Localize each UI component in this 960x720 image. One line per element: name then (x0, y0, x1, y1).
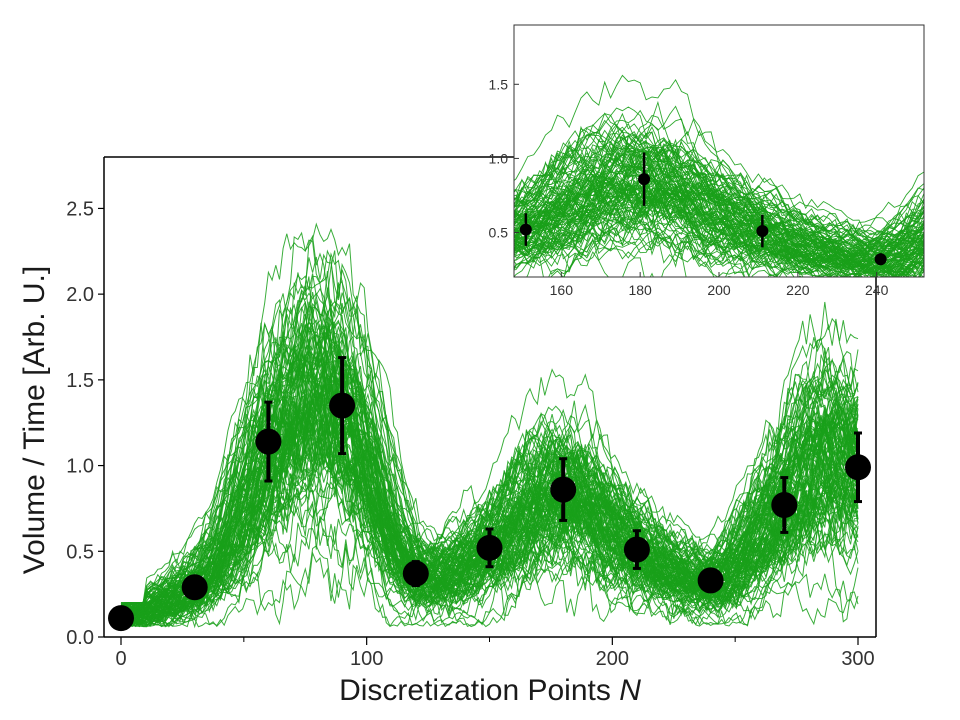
inset-trace-line (548, 251, 803, 277)
inset-trace-line (514, 148, 924, 250)
trace-line (120, 497, 859, 628)
trace-line (120, 451, 859, 628)
inset-trace-line (514, 136, 924, 256)
inset-x-tick-label: 200 (707, 282, 731, 298)
data-point (550, 476, 577, 503)
data-point (329, 392, 356, 419)
inset-plot: 160 180 200 220 240 0.5 1.0 1.5 (489, 24, 925, 298)
inset-trace-line (550, 230, 814, 277)
inset-x-tick-label: 220 (786, 282, 810, 298)
data-point (181, 574, 208, 601)
inset-trace-line (514, 138, 924, 259)
y-tick-label: 0.5 (66, 541, 94, 563)
inset-trace-line (514, 74, 924, 232)
inset-trace-line (514, 137, 924, 246)
x-axis-title-text: Discretization Points (339, 674, 611, 707)
inset-trace-line (514, 151, 924, 256)
trace-line (120, 543, 859, 628)
inset-data-point (756, 225, 769, 238)
inset-trace-line (514, 126, 924, 257)
inset-axis-ticks: 160 180 200 220 240 0.5 1.0 1.5 (489, 76, 889, 298)
data-point (623, 536, 650, 563)
inset-y-tick-label: 1.0 (489, 150, 509, 166)
y-axis-title: Volume / Time [Arb. U.] (18, 266, 51, 574)
inset-trace-line (514, 112, 924, 247)
data-point (108, 605, 134, 632)
data-point (402, 560, 429, 587)
x-axis-title: Discretization Points N (339, 674, 641, 707)
inset-trace-line (514, 114, 924, 249)
inset-x-tick-label: 180 (628, 282, 652, 298)
inset-trace-line (514, 186, 924, 277)
inset-trace-line (514, 193, 924, 277)
data-point (697, 567, 724, 594)
inset-y-tick-label: 0.5 (489, 225, 509, 241)
inset-trace-line (514, 196, 924, 277)
inset-y-tick-label: 1.5 (489, 76, 509, 92)
inset-x-tick-label: 240 (865, 282, 889, 298)
main-data-points (108, 356, 871, 632)
inset-trace-line (514, 203, 924, 277)
trace-line (120, 302, 859, 609)
inset-trace-line (514, 221, 924, 277)
y-tick-label: 1.0 (66, 456, 94, 478)
inset-data-point (874, 253, 887, 266)
x-tick-label: 300 (841, 648, 874, 670)
inset-x-tick-label: 160 (550, 282, 574, 298)
y-tick-label: 2.5 (66, 198, 94, 220)
inset-trace-bundle (514, 74, 924, 277)
y-tick-label: 1.5 (66, 370, 94, 392)
inset-trace-line (514, 125, 924, 243)
data-point (845, 454, 871, 481)
inset-trace-line (514, 145, 924, 276)
inset-trace-line (514, 231, 924, 277)
trace-line (120, 457, 859, 626)
inset-trace-line (514, 133, 924, 241)
trace-line (120, 357, 859, 611)
inset-trace-line (514, 179, 924, 277)
trace-line (120, 507, 859, 628)
inset-data-point (638, 173, 651, 186)
y-tick-label: 2.0 (66, 284, 94, 306)
trace-line (120, 446, 859, 627)
inset-data-points (519, 152, 887, 266)
x-axis-title-variable: N (619, 674, 641, 707)
data-point (255, 428, 282, 455)
y-tick-label: 0.0 (66, 627, 94, 649)
inset-trace-line (514, 193, 924, 277)
inset-trace-line (514, 159, 924, 273)
main-axis-ticks: 0 100 200 300 0.0 0.5 1.0 1.5 2.0 2.5 (66, 198, 875, 670)
inset-trace-line (514, 168, 924, 275)
trace-line (121, 233, 859, 604)
data-point (771, 492, 798, 518)
inset-trace-line (514, 129, 924, 240)
x-tick-label: 200 (596, 648, 629, 670)
x-tick-label: 100 (350, 648, 383, 670)
trace-line (120, 222, 859, 608)
inset-trace-line (514, 185, 924, 277)
inset-data-point (519, 223, 532, 236)
x-tick-label: 0 (115, 648, 126, 670)
data-point (476, 534, 503, 561)
